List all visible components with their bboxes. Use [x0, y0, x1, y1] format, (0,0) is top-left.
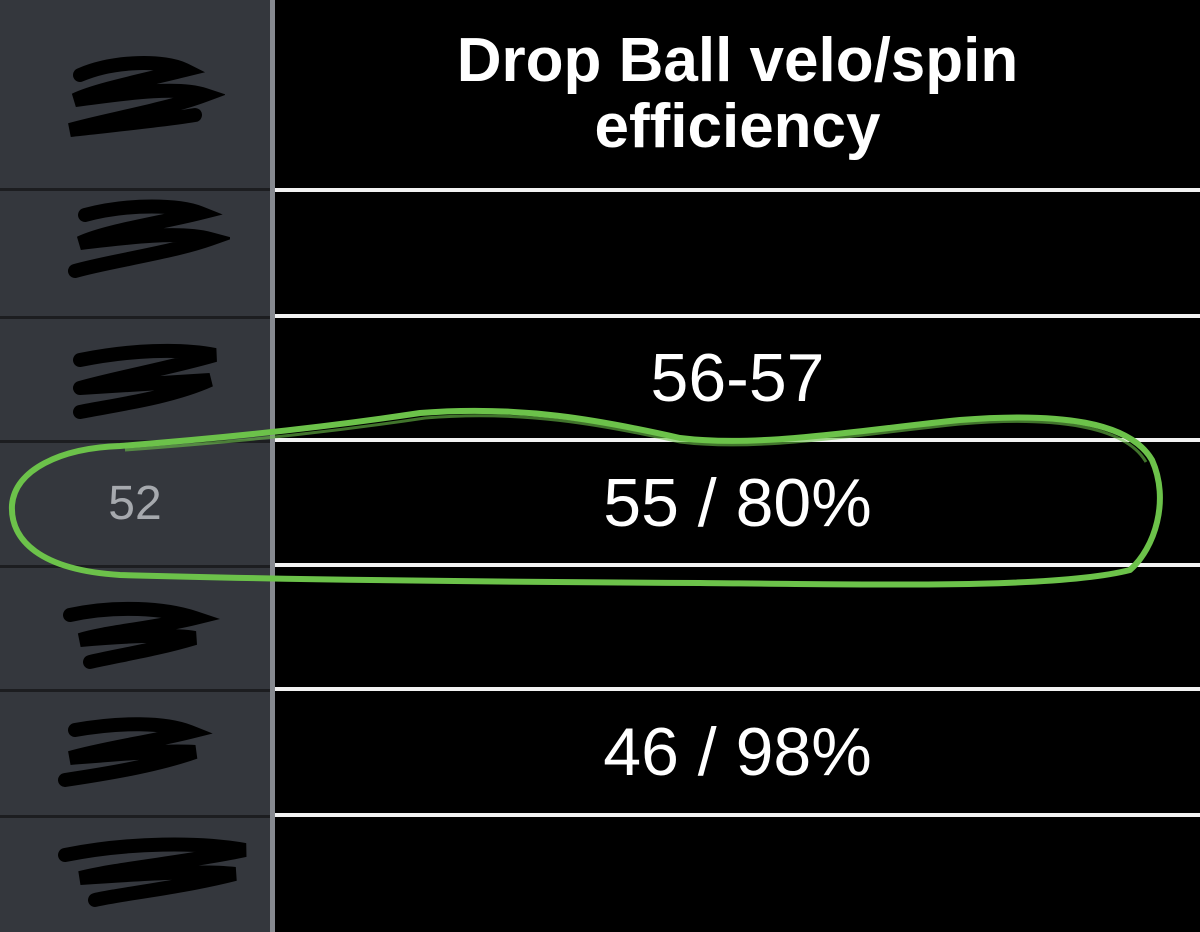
grid-line — [275, 687, 1200, 691]
row-number-52: 52 — [108, 477, 162, 530]
grid-line — [275, 188, 1200, 192]
row-header-gridline — [0, 815, 270, 818]
table-cell[interactable]: 56-57 — [275, 318, 1200, 438]
table-cell-highlighted[interactable]: 55 / 80% — [275, 442, 1200, 563]
redaction-scribble — [58, 837, 247, 907]
redaction-scribble — [58, 717, 213, 787]
table-cell[interactable] — [275, 567, 1200, 687]
grid-line — [275, 813, 1200, 817]
table-cell[interactable]: 46 / 98% — [275, 691, 1200, 813]
redaction-scribble — [68, 199, 230, 278]
row-header-gridline — [0, 188, 270, 191]
column-header-text: Drop Ball velo/spin efficiency — [456, 26, 1019, 161]
redaction-scribble — [73, 343, 217, 419]
table-cell[interactable] — [275, 192, 1200, 314]
cell-value: 56-57 — [650, 340, 825, 416]
redaction-scribble — [68, 56, 225, 137]
grid-line — [275, 314, 1200, 318]
redaction-scribble — [63, 601, 221, 669]
row-header-gridline — [0, 565, 270, 568]
row-header-gridline — [0, 689, 270, 692]
table-cell[interactable] — [275, 817, 1200, 932]
row-header-gridline — [0, 316, 270, 319]
cell-value: 46 / 98% — [603, 714, 872, 790]
column-header-cell[interactable]: Drop Ball velo/spin efficiency — [275, 0, 1200, 188]
cell-value: 55 / 80% — [603, 464, 872, 541]
